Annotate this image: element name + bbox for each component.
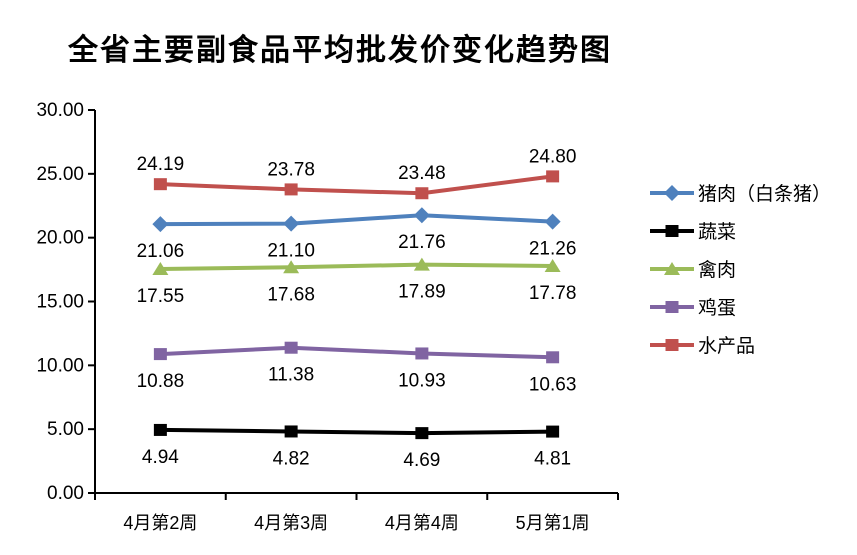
- y-axis-tick-label: 5.00: [47, 419, 84, 440]
- square-marker: [284, 425, 298, 438]
- y-axis-tick-label: 15.00: [36, 292, 84, 313]
- data-label: 24.19: [137, 154, 185, 175]
- series-line: [160, 345, 553, 360]
- y-axis-tick-label: 25.00: [36, 164, 84, 185]
- triangle-marker: [152, 261, 169, 275]
- legend-label: 猪肉（白条猪）: [698, 183, 831, 205]
- legend-label: 蔬菜: [698, 221, 736, 243]
- diamond-marker: [152, 216, 169, 233]
- square-marker: [546, 170, 560, 183]
- x-axis-category-label: 4月第3周: [254, 513, 328, 533]
- y-axis-tick-label: 20.00: [36, 228, 84, 249]
- data-label: 4.94: [142, 447, 179, 468]
- square-marker: [284, 183, 298, 196]
- data-label: 21.76: [398, 232, 446, 253]
- legend-item: 水产品: [650, 335, 755, 357]
- legend-item: 鸡蛋: [650, 297, 736, 319]
- series-line: [160, 262, 553, 271]
- square-marker: [415, 427, 429, 440]
- diamond-marker: [664, 185, 680, 201]
- series-4: [153, 170, 560, 200]
- series-line: [160, 213, 553, 227]
- legend-label: 鸡蛋: [698, 297, 736, 319]
- series-line: [160, 174, 553, 196]
- data-label: 21.06: [137, 241, 185, 262]
- data-label: 10.93: [398, 370, 446, 391]
- data-label: 4.81: [534, 449, 571, 470]
- square-marker: [415, 187, 429, 200]
- legend-item: 蔬菜: [650, 221, 736, 243]
- x-axis-category-label: 4月第4周: [385, 513, 459, 533]
- square-marker: [665, 301, 679, 313]
- y-axis-tick-label: 30.00: [36, 100, 84, 121]
- series-1: [153, 423, 560, 440]
- diamond-marker: [413, 207, 430, 224]
- legend-label: 水产品: [698, 335, 755, 357]
- series-0: [152, 207, 561, 233]
- series-3: [153, 341, 560, 364]
- square-marker: [546, 351, 560, 364]
- diamond-marker: [283, 215, 300, 232]
- data-label: 10.88: [137, 371, 185, 392]
- triangle-marker: [283, 260, 300, 274]
- square-marker: [665, 339, 679, 351]
- triangle-marker: [664, 262, 680, 275]
- x-axis-category-label: 5月第1周: [516, 513, 590, 533]
- legend-label: 禽肉: [698, 259, 736, 281]
- data-label: 17.55: [137, 286, 185, 307]
- square-marker: [415, 347, 429, 360]
- data-label: 17.78: [529, 283, 577, 304]
- y-axis-tick-label: 0.00: [47, 483, 84, 504]
- legend-item: 禽肉: [650, 259, 736, 281]
- data-label: 23.78: [267, 159, 315, 180]
- diamond-marker: [544, 213, 561, 230]
- square-marker: [546, 425, 560, 438]
- chart-title: 全省主要副食品平均批发价变化趋势图: [68, 34, 612, 67]
- square-marker: [284, 341, 298, 354]
- square-marker: [153, 178, 167, 191]
- data-label: 10.63: [529, 374, 577, 395]
- y-axis-tick-label: 10.00: [36, 355, 84, 376]
- data-label: 4.82: [273, 448, 310, 469]
- data-label: 17.68: [267, 284, 315, 305]
- legend-item: 猪肉（白条猪）: [650, 183, 831, 205]
- data-label: 17.89: [398, 282, 446, 303]
- triangle-marker: [544, 259, 561, 273]
- x-axis-category-label: 4月第2周: [123, 513, 197, 533]
- data-label: 21.10: [267, 241, 315, 262]
- triangle-marker: [413, 257, 430, 271]
- data-label: 21.26: [529, 239, 577, 260]
- series-line: [160, 427, 553, 436]
- data-label: 4.69: [403, 450, 440, 471]
- data-label: 11.38: [268, 365, 314, 386]
- data-label: 23.48: [398, 163, 446, 184]
- data-label: 24.80: [529, 146, 577, 167]
- series-2: [152, 257, 561, 275]
- square-marker: [153, 423, 167, 436]
- square-marker: [665, 225, 679, 237]
- square-marker: [153, 348, 167, 361]
